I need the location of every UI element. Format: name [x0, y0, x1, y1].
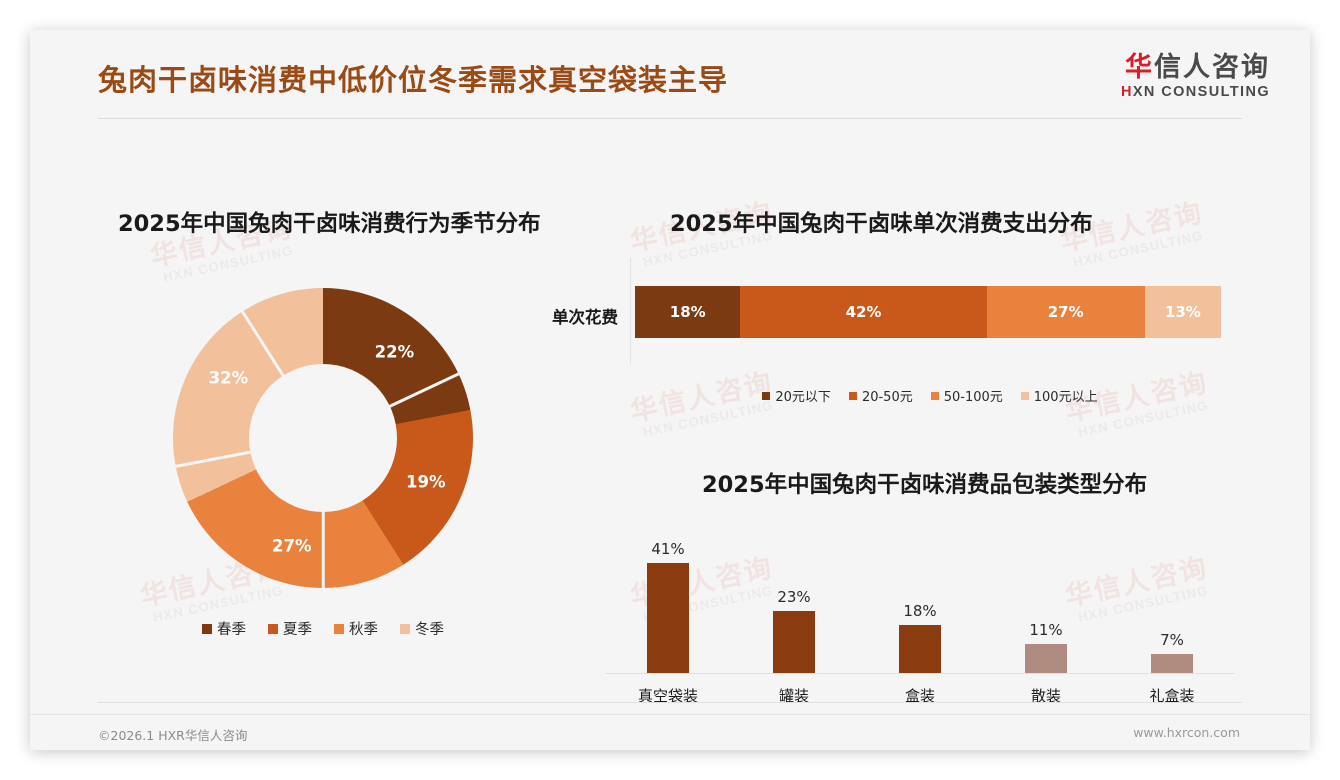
brand-logo: 华信人咨询 HXN CONSULTING [1120, 52, 1270, 101]
packaging-bars-chart: 41% 真空袋装 23% 罐装 18% 盒装 11% 散装 7% 礼盒装 [605, 525, 1235, 715]
donut-slice-value: 27% [272, 536, 312, 556]
bar-value-label: 41% [651, 540, 685, 559]
legend-item[interactable]: 冬季 [400, 618, 444, 639]
bar-value-label: 18% [903, 601, 937, 620]
stacked-bar-segment[interactable]: 42% [740, 286, 987, 338]
legend-item[interactable]: 秋季 [334, 618, 378, 639]
brand-logo-en: HXN CONSULTING [1120, 84, 1270, 101]
donut-slice-value: 19% [406, 472, 446, 492]
footer-copyright: ©2026.1 HXR华信人咨询 [98, 728, 248, 743]
chart-title-packaging-bars: 2025年中国兔肉干卤味消费品包装类型分布 [702, 472, 1148, 498]
bar-column[interactable]: 18% 盒装 [857, 525, 983, 705]
legend-label: 冬季 [415, 622, 444, 638]
brand-logo-en-rest: XN CONSULTING [1132, 84, 1270, 101]
bar-value-label: 23% [777, 588, 811, 607]
legend-label: 100元以上 [1033, 390, 1098, 405]
bar-rect[interactable] [1025, 643, 1067, 673]
stacked-axis-line [630, 258, 631, 364]
stacked-segment-value: 18% [669, 303, 706, 321]
stacked-category-label: 单次花费 [552, 308, 618, 327]
spend-stacked-chart: 单次花费 18% 42% 27% 13% 20元以下 20-50元 50-100元 100元… [552, 258, 1230, 418]
spend-stacked-legend: 20元以下 20-50元 50-100元 100元以上 [630, 386, 1230, 405]
bar-category-label: 罐装 [778, 687, 809, 705]
legend-item[interactable]: 20-50元 [848, 386, 913, 405]
stacked-bar-segment[interactable]: 13% [1144, 286, 1221, 338]
bar-column[interactable]: 41% 真空袋装 [605, 525, 731, 705]
legend-item[interactable]: 夏季 [268, 618, 312, 639]
packaging-bars-row: 41% 真空袋装 23% 罐装 18% 盒装 11% 散装 7% 礼盒装 [605, 525, 1235, 705]
legend-swatch-icon [334, 623, 344, 634]
stacked-segment-value: 13% [1164, 303, 1201, 321]
donut-slice-value: 32% [208, 368, 249, 388]
bar-rect[interactable] [899, 624, 941, 673]
legend-label: 春季 [217, 622, 246, 638]
bar-category-label: 散装 [1030, 687, 1061, 705]
bar-column[interactable]: 7% 礼盒装 [1109, 525, 1235, 705]
donut-slice-value: 22% [374, 342, 415, 362]
donut-ring: 22% 19% 27% 32% [173, 288, 473, 588]
stacked-segment-value: 27% [1047, 303, 1084, 321]
stacked-bar-segment[interactable]: 27% [986, 286, 1145, 338]
legend-label: 秋季 [349, 622, 378, 638]
bar-column[interactable]: 11% 散装 [983, 525, 1109, 705]
brand-logo-cn: 华信人咨询 [1121, 52, 1270, 83]
bar-category-label: 盒装 [904, 687, 935, 705]
legend-swatch-icon [930, 391, 939, 400]
bar-rect[interactable] [1151, 654, 1193, 673]
bar-rect[interactable] [773, 611, 815, 673]
footer-website: www.hxrcon.com [1133, 725, 1240, 740]
header-divider [98, 118, 1242, 119]
legend-swatch-icon [400, 623, 410, 634]
slide-canvas: 华信人咨询 HXN CONSULTING 华信人咨询 HXN CONSULTIN… [30, 30, 1310, 750]
legend-label: 50-100元 [943, 390, 1003, 405]
bar-category-label: 真空袋装 [637, 687, 698, 705]
slide-header: 兔肉干卤味消费中低价位冬季需求真空袋装主导 华信人咨询 HXN CONSULTI… [30, 30, 1310, 122]
legend-item[interactable]: 100元以上 [1020, 386, 1098, 405]
packaging-bars-axis [605, 673, 1235, 674]
brand-logo-cn-rest: 信人咨询 [1154, 52, 1270, 83]
chart-title-spend-stacked: 2025年中国兔肉干卤味单次消费支出分布 [670, 211, 1093, 237]
bar-rect[interactable] [647, 563, 689, 673]
chart-title-season-donut: 2025年中国兔肉干卤味消费行为季节分布 [118, 211, 541, 237]
season-donut-chart: 22% 19% 27% 32% 春季 夏季 秋季 冬季 [138, 288, 508, 658]
footnote-divider [98, 702, 1242, 703]
legend-label: 20-50元 [861, 390, 913, 405]
donut-slice-separator [321, 438, 325, 588]
slide-footer: ©2026.1 HXR华信人咨询 www.hxrcon.com [30, 714, 1310, 750]
brand-logo-cn-accent: 华 [1125, 52, 1154, 83]
legend-item[interactable]: 50-100元 [930, 386, 1003, 405]
legend-swatch-icon [1020, 391, 1029, 400]
bar-category-label: 礼盒装 [1149, 687, 1195, 705]
stacked-segment-value: 42% [845, 303, 882, 321]
stacked-bar-row: 18% 42% 27% 13% [635, 286, 1221, 338]
legend-swatch-icon [762, 391, 771, 400]
legend-item[interactable]: 20元以下 [762, 386, 831, 405]
brand-logo-en-accent: H [1120, 84, 1133, 101]
legend-swatch-icon [268, 623, 278, 634]
legend-swatch-icon [202, 623, 212, 634]
legend-label: 20元以下 [775, 390, 831, 405]
page-title: 兔肉干卤味消费中低价位冬季需求真空袋装主导 [98, 63, 729, 97]
legend-label: 夏季 [283, 622, 312, 638]
bar-value-label: 7% [1160, 631, 1184, 650]
watermark-en: HXN CONSULTING [161, 242, 295, 285]
bar-value-label: 11% [1029, 620, 1063, 639]
legend-swatch-icon [848, 391, 857, 400]
legend-item[interactable]: 春季 [202, 618, 246, 639]
bar-column[interactable]: 23% 罐装 [731, 525, 857, 705]
season-donut-legend: 春季 夏季 秋季 冬季 [138, 618, 508, 639]
stacked-bar-segment[interactable]: 18% [635, 286, 741, 338]
